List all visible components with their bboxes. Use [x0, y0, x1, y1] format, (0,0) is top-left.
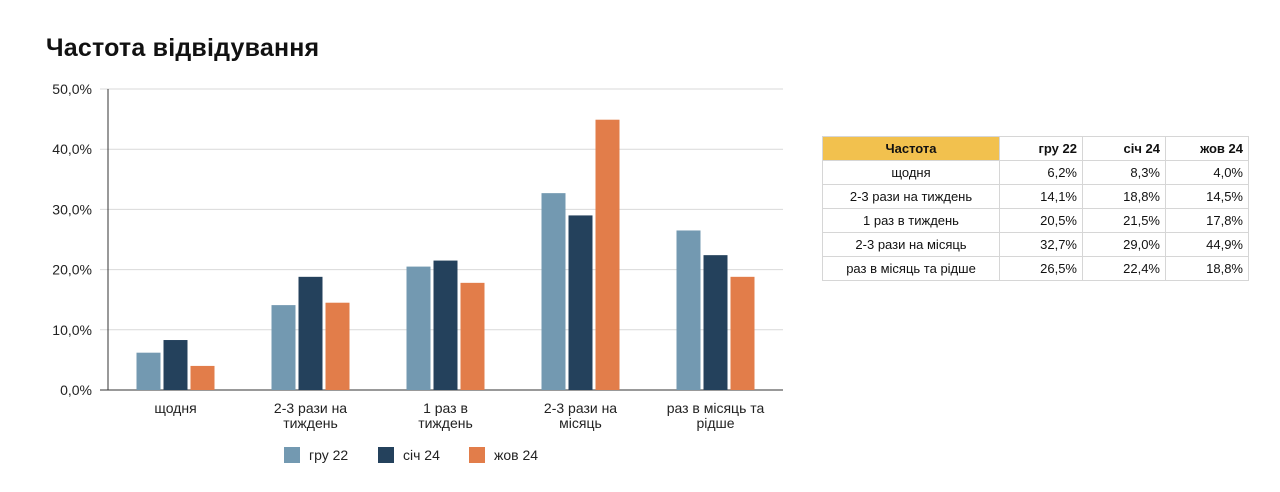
y-tick-label: 50,0%: [52, 81, 92, 97]
bar-4-1: [703, 255, 728, 390]
bar-chart: 0,0% 10,0% 20,0% 30,0% 40,0% 50,0% щодня 2-3 ра…: [52, 81, 783, 463]
bar-3-2: [595, 119, 620, 391]
bar-0-1: [163, 340, 188, 390]
x-tick-label: 2-3 рази на: [544, 400, 617, 416]
bar-2-2: [460, 282, 485, 390]
bar-1-0: [271, 305, 296, 390]
legend-label: січ 24: [403, 447, 440, 463]
row-label: 2-3 рази на тиждень: [822, 184, 1000, 209]
x-tick-label: раз в місяць та: [667, 400, 765, 416]
cell-value: 22,4%: [1082, 256, 1166, 281]
row-label: 2-3 рази на місяць: [822, 232, 1000, 257]
cell-value: 44,9%: [1165, 232, 1249, 257]
cell-value: 4,0%: [1165, 160, 1249, 185]
x-tick-label: 1 раз в: [423, 400, 468, 416]
legend-swatch: [469, 447, 485, 463]
table-row: щодня 6,2% 8,3% 4,0%: [822, 160, 1249, 185]
bar-0-2: [190, 365, 215, 390]
cell-value: 32,7%: [999, 232, 1083, 257]
cell-value: 18,8%: [1082, 184, 1166, 209]
cell-value: 29,0%: [1082, 232, 1166, 257]
table-row: раз в місяць та рідше 26,5% 22,4% 18,8%: [822, 256, 1249, 281]
x-tick-label: тиждень: [283, 415, 338, 431]
y-tick-label: 20,0%: [52, 262, 92, 278]
header-oct24: жов 24: [1165, 136, 1249, 161]
legend-swatch: [378, 447, 394, 463]
header-dec22: гру 22: [999, 136, 1083, 161]
cell-value: 14,1%: [999, 184, 1083, 209]
cell-value: 21,5%: [1082, 208, 1166, 233]
bar-3-1: [568, 215, 593, 390]
legend-label: жов 24: [494, 447, 538, 463]
table-header-row: Частота гру 22 січ 24 жов 24: [822, 136, 1249, 161]
header-frequency: Частота: [822, 136, 1000, 161]
cell-value: 8,3%: [1082, 160, 1166, 185]
x-tick-label: тиждень: [418, 415, 473, 431]
bar-2-1: [433, 260, 458, 390]
row-label: раз в місяць та рідше: [822, 256, 1000, 281]
x-tick-label: 2-3 рази на: [274, 400, 347, 416]
x-tick-label: щодня: [154, 400, 196, 416]
table-row: 2-3 рази на місяць 32,7% 29,0% 44,9%: [822, 232, 1249, 257]
row-label: щодня: [822, 160, 1000, 185]
cell-value: 14,5%: [1165, 184, 1249, 209]
cell-value: 20,5%: [999, 208, 1083, 233]
bar-0-0: [136, 352, 161, 390]
bar-1-1: [298, 276, 323, 390]
x-tick-label: місяць: [559, 415, 602, 431]
bar-4-2: [730, 276, 755, 390]
chart-title: Частота відвідування: [46, 34, 320, 62]
header-jan24: січ 24: [1082, 136, 1166, 161]
bar-2-0: [406, 266, 431, 390]
table-row: 1 раз в тиждень 20,5% 21,5% 17,8%: [822, 208, 1249, 233]
data-table: Частота гру 22 січ 24 жов 24 щодня 6,2% …: [822, 136, 1249, 281]
x-tick-label: рідше: [696, 415, 734, 431]
y-tick-label: 40,0%: [52, 141, 92, 157]
table-row: 2-3 рази на тиждень 14,1% 18,8% 14,5%: [822, 184, 1249, 209]
row-label: 1 раз в тиждень: [822, 208, 1000, 233]
bar-1-2: [325, 302, 350, 390]
legend-swatch: [284, 447, 300, 463]
cell-value: 18,8%: [1165, 256, 1249, 281]
y-tick-label: 10,0%: [52, 322, 92, 338]
legend-label: гру 22: [309, 447, 348, 463]
cell-value: 6,2%: [999, 160, 1083, 185]
y-tick-label: 0,0%: [60, 382, 92, 398]
y-tick-label: 30,0%: [52, 201, 92, 217]
cell-value: 26,5%: [999, 256, 1083, 281]
bar-4-0: [676, 230, 701, 390]
cell-value: 17,8%: [1165, 208, 1249, 233]
bar-3-0: [541, 193, 566, 390]
